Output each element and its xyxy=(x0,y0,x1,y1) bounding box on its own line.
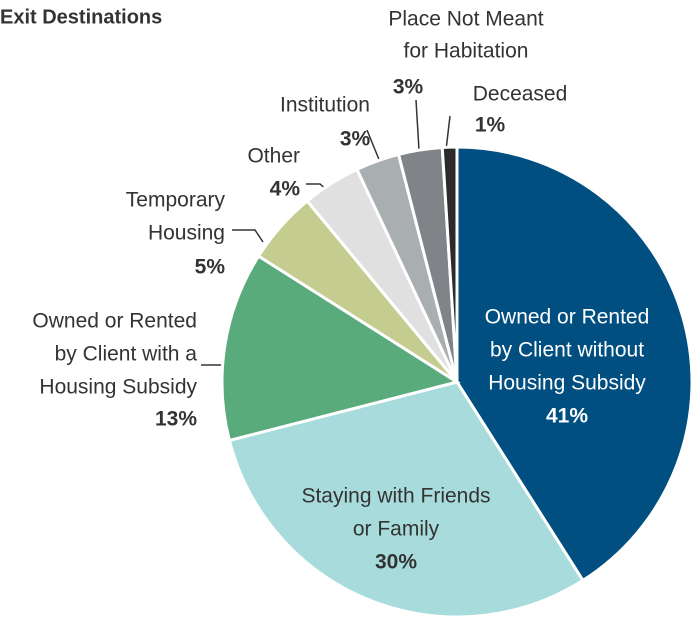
chart-title: Exit Destinations xyxy=(0,6,162,28)
value-label: 30% xyxy=(375,551,417,574)
slice-label: Deceased xyxy=(473,83,568,106)
value-label: 4% xyxy=(270,178,301,201)
slice-label: or Family xyxy=(353,518,440,541)
slice-label: for Habitation xyxy=(404,40,529,63)
slice-label: Staying with Friends xyxy=(301,485,490,508)
slice-label: by Client without xyxy=(490,339,644,362)
leader-line xyxy=(445,115,451,151)
slice-label: Owned or Rented xyxy=(485,306,650,329)
pie-slice xyxy=(227,380,585,619)
leader-line xyxy=(415,99,420,151)
value-label: 13% xyxy=(155,408,197,431)
value-label: 5% xyxy=(195,256,226,279)
value-label: 3% xyxy=(393,76,424,99)
pie-slice xyxy=(220,254,461,443)
value-label: 41% xyxy=(546,405,588,428)
slice-label: Temporary xyxy=(126,189,226,212)
slice-label: Owned or Rented xyxy=(32,310,197,333)
slice-label: Institution xyxy=(280,94,370,117)
value-label: 1% xyxy=(475,114,506,137)
slice-label: Housing Subsidy xyxy=(488,372,646,395)
leader-line xyxy=(366,129,381,163)
slice-label: by Client with a xyxy=(55,343,198,366)
value-label: 3% xyxy=(340,128,371,151)
slice-label: Other xyxy=(247,145,300,168)
slice-label: Housing Subsidy xyxy=(39,376,197,399)
slice-label: Housing xyxy=(148,222,225,245)
leader-line xyxy=(232,229,264,243)
pie-slice xyxy=(440,145,459,383)
slice-label: Place Not Meant xyxy=(388,8,543,31)
